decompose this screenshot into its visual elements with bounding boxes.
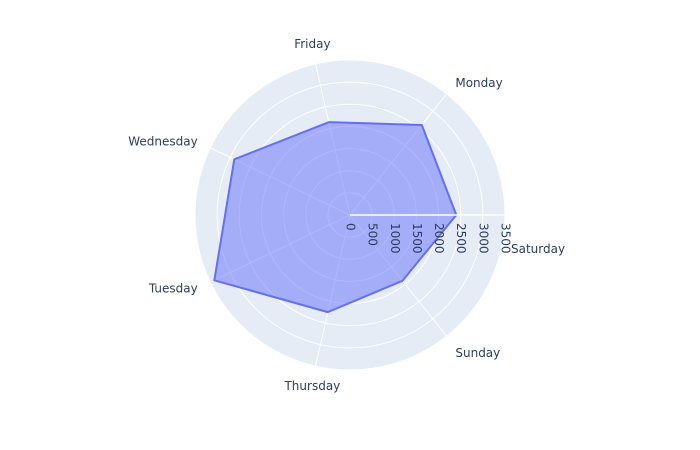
radial-axis: 0 500 1000 1500 2000 2500 3000 3500 <box>344 214 513 254</box>
category-label: Thursday <box>283 379 340 393</box>
radial-tick-label: 0 <box>344 223 358 231</box>
category-labels: Saturday Monday Friday Wednesday Tuesday Thur… <box>128 37 565 393</box>
category-label: Tuesday <box>148 281 198 295</box>
category-label: Saturday <box>511 242 565 256</box>
category-label: Sunday <box>455 346 500 360</box>
category-label: Wednesday <box>128 135 197 149</box>
radial-tick-label: 2500 <box>454 223 468 254</box>
radial-tick-label: 2000 <box>432 223 446 254</box>
radial-tick-label: 3500 <box>499 223 513 254</box>
radial-tick-label: 500 <box>366 223 380 246</box>
radial-tick-label: 3000 <box>476 223 490 254</box>
category-label: Monday <box>455 76 502 90</box>
radial-tick-label: 1000 <box>388 223 402 254</box>
category-label: Friday <box>294 37 330 51</box>
series-area <box>213 121 458 314</box>
radial-tick-label: 1500 <box>410 223 424 254</box>
series-layer <box>213 121 458 314</box>
